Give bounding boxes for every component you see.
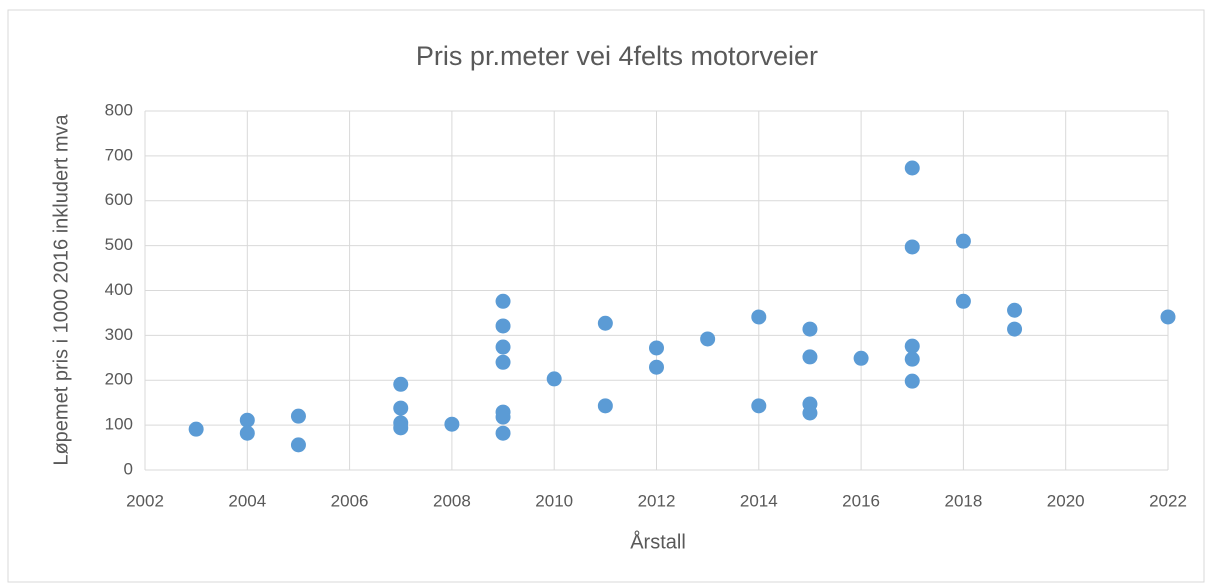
point bbox=[751, 309, 767, 325]
point bbox=[1160, 309, 1176, 325]
point bbox=[546, 371, 562, 387]
y-tick-label: 600 bbox=[105, 190, 133, 209]
point bbox=[904, 160, 920, 176]
point bbox=[495, 293, 511, 309]
point bbox=[1007, 321, 1023, 337]
point bbox=[649, 340, 664, 356]
y-tick-label: 700 bbox=[105, 145, 133, 164]
chart-frame bbox=[7, 9, 1205, 583]
point bbox=[290, 408, 306, 424]
point bbox=[495, 409, 511, 425]
point bbox=[188, 421, 204, 437]
point bbox=[751, 398, 767, 414]
point bbox=[495, 354, 511, 370]
point bbox=[444, 416, 460, 432]
x-tick-label: 2002 bbox=[126, 491, 164, 510]
point bbox=[700, 331, 716, 347]
x-tick-label: 2016 bbox=[842, 491, 880, 510]
y-axis-label: Løpemet pris i 1000 2016 inkludert mva bbox=[50, 113, 72, 465]
x-tick-label: 2010 bbox=[535, 491, 573, 510]
point bbox=[597, 398, 613, 414]
y-tick-label: 800 bbox=[105, 100, 133, 119]
point bbox=[393, 400, 409, 416]
point bbox=[955, 233, 971, 249]
x-tick-label: 2018 bbox=[944, 491, 982, 510]
x-axis-label: Årstall bbox=[630, 530, 686, 553]
point bbox=[239, 425, 255, 441]
point bbox=[802, 349, 818, 365]
x-tick-label: 2020 bbox=[1047, 491, 1085, 510]
x-tick-label: 2012 bbox=[638, 491, 676, 510]
y-tick-label: 300 bbox=[105, 325, 133, 344]
point bbox=[904, 338, 920, 354]
point bbox=[904, 373, 920, 389]
point bbox=[597, 315, 613, 331]
x-tick-label: 2004 bbox=[228, 491, 266, 510]
point bbox=[955, 293, 971, 309]
x-tick-label: 2022 bbox=[1149, 491, 1187, 510]
point bbox=[853, 350, 869, 366]
point bbox=[495, 425, 511, 441]
point bbox=[802, 321, 818, 337]
point bbox=[495, 318, 511, 334]
point bbox=[393, 420, 409, 436]
point bbox=[1007, 302, 1023, 318]
point bbox=[393, 376, 409, 392]
point bbox=[649, 359, 664, 375]
y-tick-label: 400 bbox=[105, 280, 133, 299]
y-tick-label: 200 bbox=[105, 370, 133, 389]
chart-title: Pris pr.meter vei 4felts motorveier bbox=[416, 41, 818, 71]
y-tick-label: 0 bbox=[124, 459, 133, 478]
x-tick-label: 2008 bbox=[433, 491, 471, 510]
y-tick-label: 100 bbox=[105, 415, 133, 434]
point bbox=[239, 412, 255, 428]
point bbox=[290, 437, 306, 453]
x-tick-label: 2006 bbox=[331, 491, 369, 510]
y-tick-label: 500 bbox=[105, 235, 133, 254]
point bbox=[904, 239, 920, 255]
point bbox=[495, 339, 511, 355]
point bbox=[802, 405, 818, 421]
x-tick-label: 2014 bbox=[740, 491, 778, 510]
point bbox=[904, 351, 920, 367]
